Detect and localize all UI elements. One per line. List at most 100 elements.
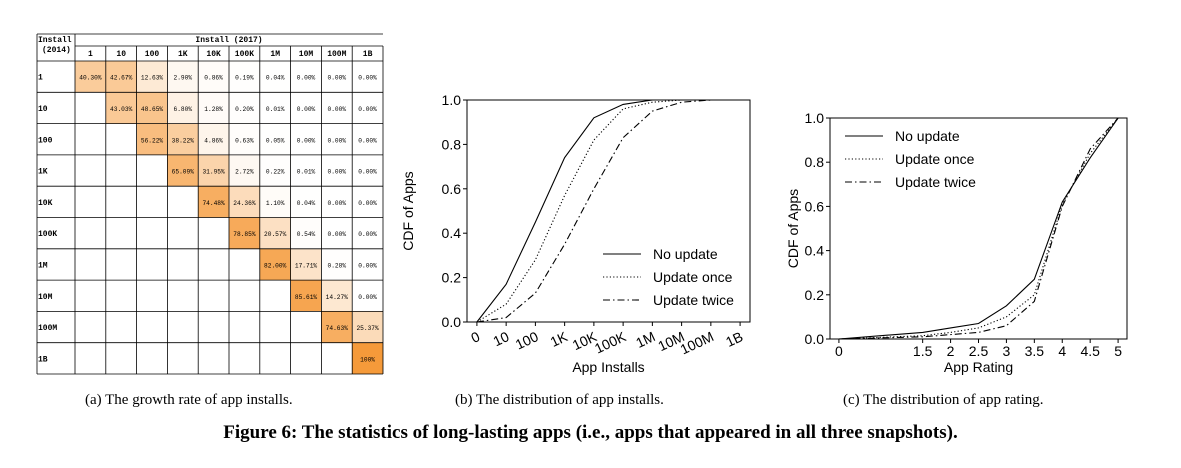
x-tick-label: 4	[1058, 343, 1066, 359]
heatmap-cell	[229, 123, 260, 155]
heatmap-cell	[290, 123, 322, 155]
row-header: 1B	[38, 355, 48, 364]
cell-label: 0.00%	[297, 75, 316, 82]
heatmap-cell	[352, 154, 383, 187]
cell-label: 0.00%	[358, 200, 377, 207]
heatmap-cell	[259, 61, 291, 93]
column-header: 1	[88, 50, 93, 59]
heatmap-cell	[259, 154, 291, 187]
cell-label: 0.00%	[358, 169, 377, 176]
x-tick-label: 1M	[633, 328, 657, 351]
x-tick-label: 4.5	[1080, 343, 1100, 359]
heatmap-cell	[198, 92, 229, 124]
cell-label: 0.00%	[328, 200, 347, 207]
cell-label: 74.48%	[202, 200, 225, 207]
cell-label: 42.67%	[110, 75, 133, 82]
column-header: 1M	[270, 50, 280, 59]
row-header: 100K	[38, 230, 57, 239]
cell-label: 74.63%	[326, 325, 349, 332]
cell-label: 1.10%	[266, 200, 285, 207]
column-group-header: Install (2017)	[195, 36, 262, 45]
series-line	[838, 117, 1119, 340]
y-tick-label: 0.8	[442, 136, 462, 152]
row-header: 10M	[38, 293, 53, 302]
y-tick-label: 1.0	[442, 92, 462, 108]
cell-label: 0.00%	[358, 231, 377, 238]
cell-label: 2.72%	[235, 169, 254, 176]
heatmap-cell	[290, 217, 322, 249]
heatmap-cell	[105, 92, 137, 124]
heatmap-cell	[321, 217, 353, 249]
cell-label: 0.00%	[328, 169, 347, 176]
heatmap-cell	[352, 311, 383, 343]
install-growth-heatmap: Install(2014)Install (2017)1 10 100 1K 10K 10…	[36, 33, 384, 375]
row-header: 10	[38, 105, 48, 114]
y-tick-label: 0.0	[805, 331, 825, 347]
heatmap-cell	[229, 154, 260, 187]
heatmap-cell	[136, 61, 168, 93]
heatmap-cell	[167, 123, 199, 155]
y-tick-label: 0.4	[805, 243, 825, 259]
heatmap-cell	[321, 280, 353, 312]
y-tick-label: 0.8	[805, 154, 825, 170]
column-header: 10K	[206, 50, 221, 59]
heatmap-cell	[321, 61, 353, 93]
column-header: 10	[116, 50, 126, 59]
cell-label: 0.20%	[235, 106, 254, 113]
column-header: 1K	[178, 50, 188, 59]
cell-label: 0.54%	[297, 231, 316, 238]
heatmap-cell	[229, 217, 260, 249]
x-tick-label: 100M	[678, 328, 717, 357]
heatmap-cell	[198, 123, 229, 155]
cell-label: 100%	[360, 356, 375, 363]
heatmap-cell	[321, 186, 353, 218]
cell-label: 0.00%	[328, 106, 347, 113]
x-axis-label: App Rating	[944, 359, 1013, 375]
heatmap-cell	[167, 92, 199, 124]
heatmap-cell	[290, 61, 322, 93]
heatmap-cell	[167, 154, 199, 187]
heatmap-cell	[352, 123, 383, 155]
cell-label: 31.95%	[202, 169, 225, 176]
figure-title: Figure 6: The statistics of long-lasting…	[223, 422, 958, 443]
heatmap-cell	[290, 92, 322, 124]
heatmap-cell	[352, 186, 383, 218]
heatmap-cell	[198, 186, 229, 218]
cell-label: 85.61%	[295, 294, 318, 301]
heatmap-cell	[352, 342, 383, 374]
cell-label: 0.00%	[297, 106, 316, 113]
heatmap-cell	[352, 280, 383, 312]
heatmap-cell	[198, 154, 229, 187]
heatmap-grid	[36, 33, 384, 375]
heatmap-cell	[105, 61, 137, 93]
cell-label: 0.00%	[358, 262, 377, 269]
heatmap-cell	[290, 248, 322, 281]
y-tick-label: 1.0	[805, 110, 825, 126]
series-line	[476, 99, 741, 323]
x-tick-label: 0	[468, 328, 482, 346]
heatmap-cell	[321, 92, 353, 124]
x-tick-label: 100K	[592, 328, 629, 357]
x-tick-label: 0	[835, 343, 843, 359]
series-line	[838, 117, 1119, 340]
caption-c: (c) The distribution of app rating.	[843, 392, 1044, 408]
heatmap-cell	[290, 186, 322, 218]
cell-label: 0.00%	[328, 75, 347, 82]
y-tick-label: 0.6	[805, 198, 825, 214]
heatmap-cell	[259, 123, 291, 155]
cell-label: 0.01%	[297, 169, 316, 176]
x-tick-label: 2	[947, 343, 955, 359]
heatmap-cell	[75, 61, 106, 93]
cell-label: 0.00%	[358, 294, 377, 301]
y-tick-label: 0.2	[442, 270, 462, 286]
series-line	[476, 99, 741, 323]
y-tick-label: 0.0	[442, 314, 462, 330]
row-header: 1M	[38, 261, 48, 270]
cell-label: 6.80%	[174, 106, 193, 113]
legend-label: Update once	[895, 151, 975, 167]
series-line	[838, 117, 1119, 340]
heatmap-cell	[259, 186, 291, 218]
rating-distribution-chart: 0.0 0.2 0.4 0.6 0.8 1.0 0 1.5 2 2.5 3 3.5 4 4.5 5 App R…	[785, 110, 1128, 375]
heatmap-cell	[352, 92, 383, 124]
x-axis-label: App Installs	[572, 359, 644, 375]
